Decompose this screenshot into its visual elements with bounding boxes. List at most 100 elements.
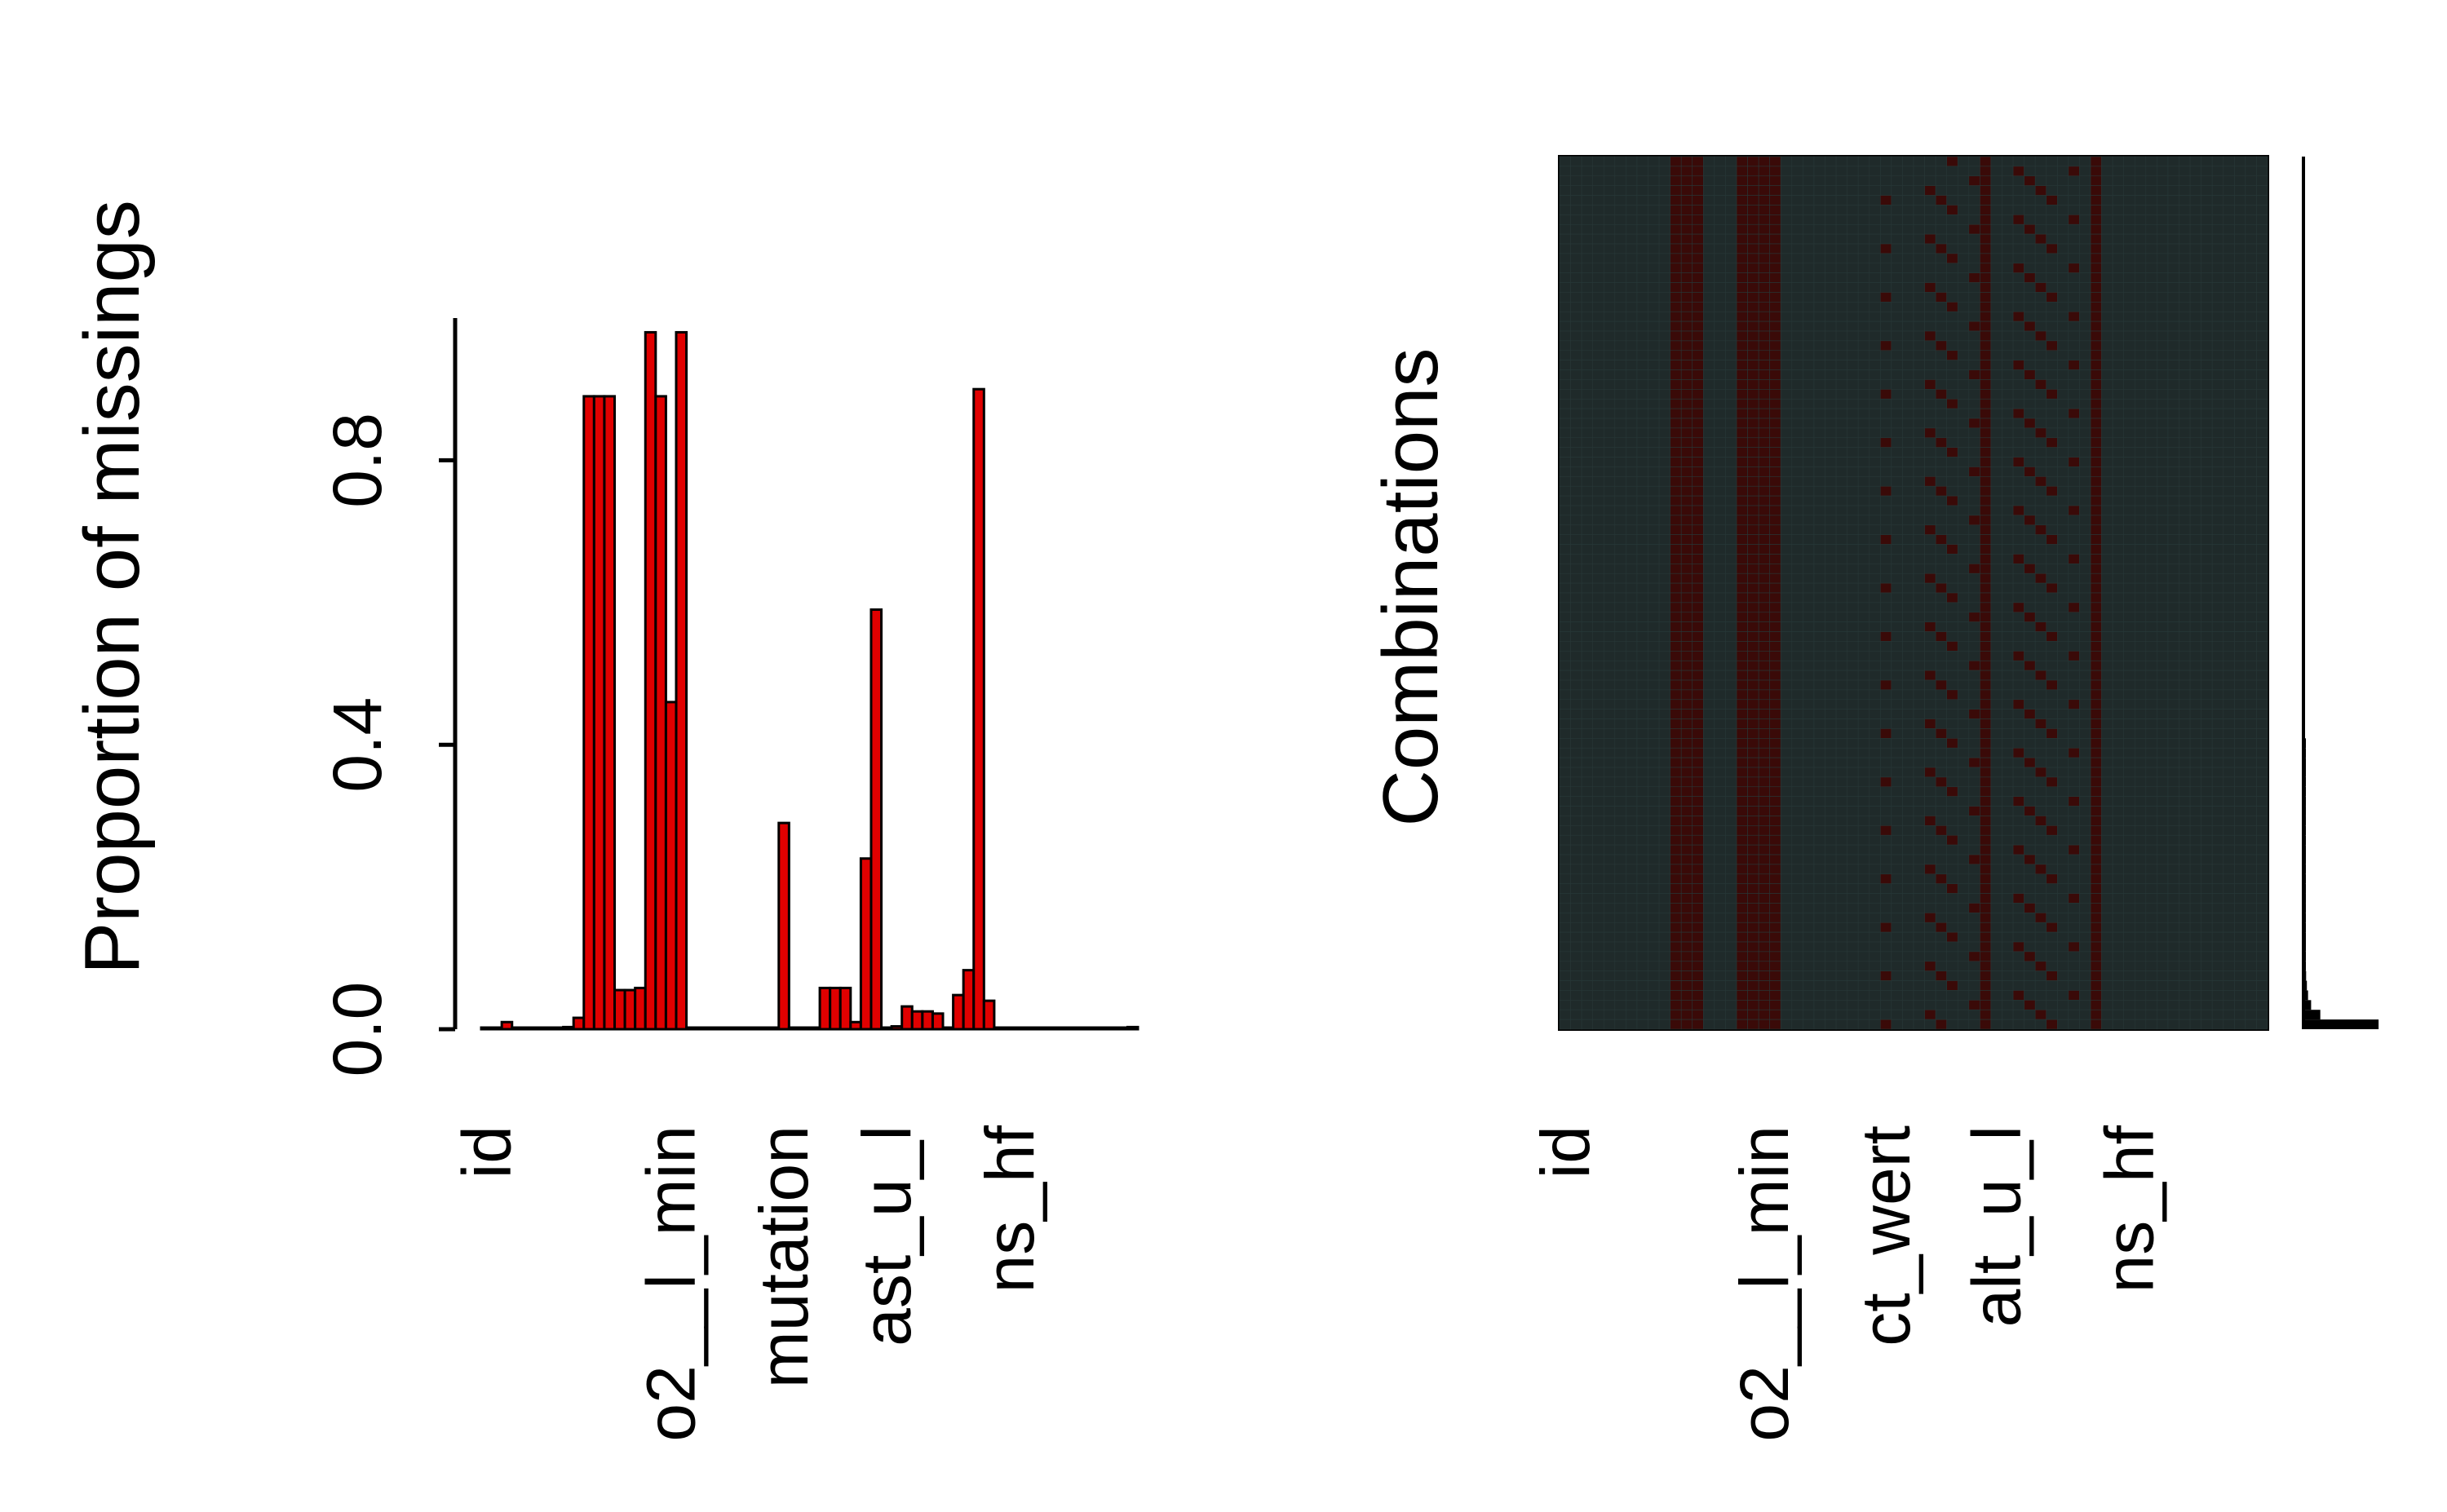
- bar: [1105, 1026, 1119, 1031]
- heatmap-cell: [1747, 447, 1759, 458]
- heatmap-cell: [2123, 223, 2135, 235]
- heatmap-cell: [2024, 389, 2036, 400]
- heatmap-cell: [2068, 389, 2080, 400]
- heatmap-cell: [1990, 816, 2002, 826]
- heatmap-cell: [1747, 195, 1759, 206]
- heatmap-cell: [1648, 505, 1660, 516]
- heatmap-cell: [1990, 699, 2002, 710]
- heatmap-cell: [1570, 990, 1582, 1001]
- heatmap-cell: [1857, 990, 1870, 1001]
- heatmap-cell: [1803, 272, 1815, 283]
- heatmap-cell: [2112, 564, 2124, 574]
- heatmap-cell: [2090, 175, 2102, 186]
- heatmap-cell: [1835, 369, 1847, 380]
- heatmap-cell: [1725, 651, 1737, 661]
- heatmap-cell: [1913, 175, 1925, 186]
- heatmap-cell: [1968, 515, 1980, 526]
- heatmap-cell: [1780, 457, 1793, 467]
- heatmap-cell: [1880, 253, 1892, 264]
- heatmap-cell: [2034, 951, 2047, 962]
- heatmap-cell: [1725, 767, 1737, 778]
- heatmap-cell: [1636, 485, 1648, 497]
- heatmap-cell: [1581, 166, 1593, 177]
- heatmap-cell: [2002, 621, 2014, 632]
- heatmap-cell: [1835, 951, 1847, 962]
- heatmap-cell: [2101, 379, 2113, 390]
- heatmap-cell: [1758, 903, 1770, 913]
- heatmap-cell: [2002, 903, 2014, 913]
- heatmap-cell: [1924, 223, 1936, 235]
- heatmap-cell: [2079, 214, 2091, 225]
- heatmap-cell: [1592, 223, 1604, 235]
- heatmap-cell: [1725, 544, 1737, 555]
- heatmap-cell: [1891, 214, 1903, 225]
- heatmap-cell: [1725, 922, 1737, 933]
- heatmap-cell: [2134, 621, 2147, 632]
- heatmap-cell: [1670, 670, 1682, 681]
- heatmap-cell: [2068, 573, 2080, 584]
- heatmap-cell: [1869, 844, 1881, 855]
- heatmap-cell: [2079, 321, 2091, 332]
- heatmap-cell: [1658, 757, 1670, 768]
- heatmap-cell: [1902, 564, 1914, 574]
- heatmap-cell: [1902, 485, 1914, 497]
- heatmap-cell: [1725, 592, 1737, 603]
- heatmap-cell: [1980, 195, 1992, 206]
- heatmap-cell: [2068, 679, 2080, 691]
- heatmap-cell: [2123, 253, 2135, 264]
- heatmap-cell: [1847, 941, 1859, 953]
- heatmap-cell: [2101, 941, 2113, 953]
- heatmap-cell: [1703, 980, 1715, 991]
- heatmap-cell: [1670, 398, 1682, 409]
- heatmap-cell: [1780, 476, 1793, 487]
- heatmap-cell: [1825, 796, 1837, 807]
- heatmap-cell: [2057, 689, 2069, 701]
- heatmap-cell: [1780, 767, 1793, 778]
- heatmap-cell: [2024, 806, 2036, 816]
- heatmap-cell: [1736, 427, 1748, 439]
- heatmap-cell: [1935, 340, 1947, 351]
- heatmap-cell: [1813, 816, 1825, 826]
- heatmap-cell: [2024, 360, 2036, 370]
- heatmap-cell: [1670, 330, 1682, 342]
- heatmap-cell: [1703, 990, 1715, 1001]
- heatmap-cell: [1658, 903, 1670, 913]
- heatmap-cell: [1769, 592, 1781, 603]
- heatmap-cell: [1670, 980, 1682, 991]
- heatmap-cell: [1968, 903, 1980, 913]
- heatmap-cell: [1847, 505, 1859, 516]
- heatmap-cell: [1614, 670, 1626, 681]
- heatmap-cell: [1913, 524, 1925, 535]
- heatmap-cell: [2046, 223, 2058, 235]
- heatmap-cell: [1636, 679, 1648, 691]
- heatmap-cell: [1758, 389, 1770, 400]
- heatmap-cell: [1835, 418, 1847, 429]
- heatmap-cell: [1614, 253, 1626, 264]
- heatmap-cell: [1924, 437, 1936, 448]
- heatmap-cell: [1990, 796, 2002, 807]
- heatmap-cell: [1692, 786, 1704, 797]
- heatmap-cell: [2101, 544, 2113, 555]
- heatmap-cell: [1880, 883, 1892, 894]
- heatmap-cell: [1714, 175, 1726, 186]
- heatmap-cell: [2057, 408, 2069, 419]
- heatmap-cell: [1570, 854, 1582, 865]
- heatmap-cell: [1725, 243, 1737, 254]
- heatmap-cell: [1980, 612, 1992, 622]
- heatmap-cell: [1747, 883, 1759, 894]
- heatmap-cell: [1869, 757, 1881, 768]
- heatmap-cell: [1747, 233, 1759, 245]
- heatmap-cell: [1957, 786, 1970, 797]
- heatmap-cell: [2012, 195, 2024, 206]
- heatmap-cell: [1880, 243, 1892, 254]
- heatmap-cell: [1990, 515, 2002, 526]
- heatmap-cell: [2079, 1009, 2091, 1020]
- heatmap-cell: [1614, 573, 1626, 584]
- heatmap-cell: [1924, 651, 1936, 661]
- heatmap-cell: [1803, 554, 1815, 564]
- heatmap-cell: [2123, 340, 2135, 351]
- heatmap-cell: [1847, 592, 1859, 603]
- heatmap-cell: [2090, 1019, 2102, 1030]
- heatmap-cell: [1869, 330, 1881, 342]
- heatmap-cell: [1703, 893, 1715, 904]
